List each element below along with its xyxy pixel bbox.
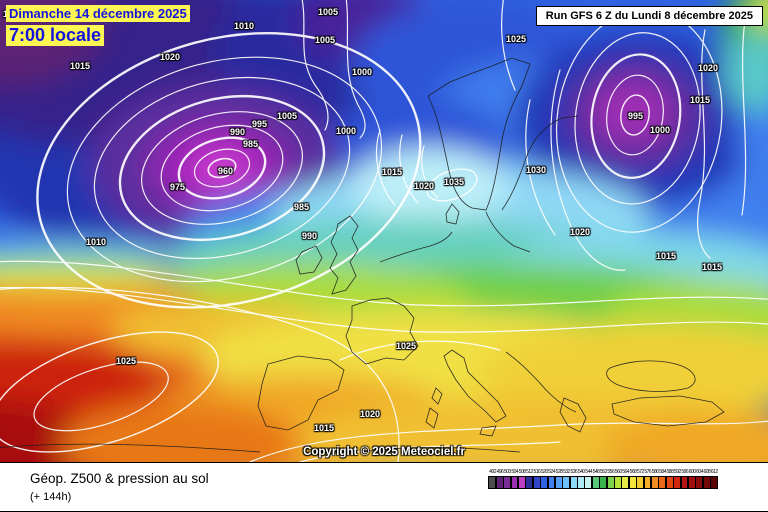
scale-value: 596	[681, 469, 689, 475]
scale-value: 508	[518, 469, 526, 475]
scale-value: 564	[622, 469, 630, 475]
scale-value: 544	[585, 469, 593, 475]
scale-value: 556	[607, 469, 615, 475]
scale-value: 612	[710, 469, 718, 475]
valid-date-block: Dimanche 14 décembre 2025 7:00 locale	[6, 5, 190, 46]
scale-value: 600	[688, 469, 696, 475]
valid-date: Dimanche 14 décembre 2025	[6, 5, 190, 22]
scale-value: 520	[540, 469, 548, 475]
scale-value: 548	[592, 469, 600, 475]
scale-value: 576	[644, 469, 652, 475]
scale-value: 592	[673, 469, 681, 475]
scale-value: 496	[496, 469, 504, 475]
geopotential-map-graphic	[0, 0, 768, 462]
scale-value: 528	[555, 469, 563, 475]
color-scale-cells: 492 496 500 504 508 512 516 520 524 528 532 536 540 5…	[488, 468, 718, 489]
scale-value: 516	[533, 469, 541, 475]
scale-value: 608	[703, 469, 711, 475]
copyright-text: Copyright © 2025 Meteociel.fr	[303, 446, 465, 458]
scale-value: 560	[614, 469, 622, 475]
scale-value: 524	[548, 469, 556, 475]
valid-time: 7:00 locale	[6, 25, 105, 46]
scale-value: 568	[629, 469, 637, 475]
scale-value: 552	[600, 469, 607, 475]
scale-swatch	[710, 476, 718, 489]
scale-value: 580	[651, 469, 659, 475]
scale-value: 604	[696, 469, 703, 475]
scale-column: 612	[710, 468, 718, 489]
scale-value: 504	[511, 469, 519, 475]
forecast-hour: (+ 144h)	[30, 491, 72, 503]
scale-value: 536	[570, 469, 578, 475]
model-run-box: Run GFS 6 Z du Lundi 8 décembre 2025	[535, 6, 763, 26]
scale-value: 492	[489, 469, 496, 475]
color-scale: 492 496 500 504 508 512 516 520 524 528 532 536 540 5…	[488, 468, 718, 489]
footer-bar: Géop. Z500 & pression au sol (+ 144h) 49…	[0, 462, 768, 511]
chart-title: Géop. Z500 & pression au sol	[30, 471, 209, 486]
model-run-text: Run GFS 6 Z du Lundi 8 décembre 2025	[545, 10, 753, 22]
scale-value: 588	[666, 469, 674, 475]
scale-value: 512	[526, 469, 533, 475]
scale-value: 500	[503, 469, 511, 475]
scale-value: 540	[577, 469, 585, 475]
scale-value: 572	[636, 469, 644, 475]
scale-value: 532	[563, 469, 570, 475]
map-area: 1030101510201010100510051000100099510059…	[0, 0, 768, 462]
scale-value: 584	[659, 469, 666, 475]
